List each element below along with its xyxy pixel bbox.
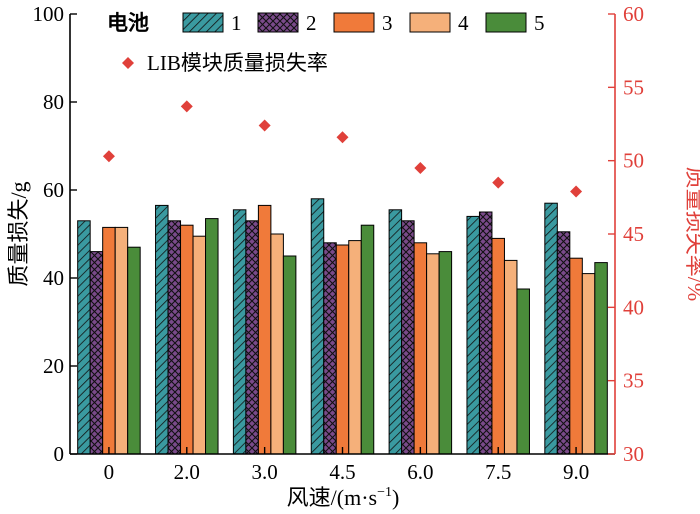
legend-label-2: 2 <box>306 11 317 35</box>
y2-tick-label-45: 45 <box>623 222 644 246</box>
bar-series-4-2.0 <box>192 235 207 455</box>
bar-series-3-3.0 <box>257 204 272 455</box>
bar-series-5-2.0 <box>205 218 219 455</box>
y2-axis-title: 质量损失率/% <box>683 167 700 301</box>
bar-series-4-7.5 <box>503 259 518 455</box>
legend: 电池 1 2 3 4 5 LIB模块质量损失率 <box>107 11 545 75</box>
bar-series-4-4.5 <box>348 240 362 455</box>
bar-series-3-7.5 <box>491 237 505 455</box>
marker-loss-rate-6.0 <box>414 162 427 174</box>
bar-series-1-9.0 <box>544 202 558 455</box>
legend-swatch-5 <box>485 12 527 33</box>
x-tick-label-2.0: 2.0 <box>174 460 200 484</box>
bar-series-4-0 <box>114 226 129 455</box>
y2-tick-label-40: 40 <box>623 295 644 319</box>
legend-label-1: 1 <box>231 11 242 35</box>
y-tick-label-20: 20 <box>43 354 64 378</box>
marker-loss-rate-9.0 <box>570 185 583 198</box>
legend-label-3: 3 <box>382 11 393 35</box>
bar-series-1-4.5 <box>310 198 325 455</box>
bar-series-2-7.5 <box>478 211 493 455</box>
x-axis-title-end: ) <box>392 485 399 510</box>
bar-series-1-6.0 <box>388 209 403 455</box>
bar-series-5-0 <box>127 246 141 455</box>
bar-series-2-0 <box>89 251 104 455</box>
bar-series-4-9.0 <box>581 273 596 455</box>
bar-series-1-2.0 <box>155 204 169 455</box>
bar-series-3-2.0 <box>180 224 194 455</box>
x-axis-title-sup: −1 <box>377 485 392 500</box>
y-tick-label-40: 40 <box>43 266 64 290</box>
x-ticks: 0 2.0 3.0 4.5 6.0 7.5 9.0 <box>104 447 589 484</box>
y2-tick-label-50: 50 <box>623 149 644 173</box>
bar-series-4-6.0 <box>426 253 440 455</box>
marker-loss-rate-2.0 <box>180 100 193 113</box>
x-tick-label-3.0: 3.0 <box>252 460 278 484</box>
bar-series-5-3.0 <box>282 255 297 455</box>
y2-tick-label-60: 60 <box>623 2 644 26</box>
markers-layer <box>102 100 583 198</box>
x-tick-label-4.5: 4.5 <box>329 460 355 484</box>
bar-series-3-9.0 <box>569 257 583 455</box>
bar-series-2-6.0 <box>401 220 415 455</box>
y2-tick-label-55: 55 <box>623 75 644 99</box>
legend-label-4: 4 <box>458 11 469 35</box>
legend-swatch-2 <box>257 12 299 33</box>
y-tick-label-100: 100 <box>33 2 65 26</box>
legend-label-5: 5 <box>534 11 545 35</box>
legend-diamond-marker <box>122 57 134 69</box>
x-axis-title-main: 风速/(m·s <box>287 485 377 510</box>
bar-series-5-7.5 <box>516 288 530 455</box>
bar-series-1-0 <box>77 220 91 455</box>
legend-swatch-4 <box>409 12 451 33</box>
bar-series-5-4.5 <box>360 224 375 455</box>
x-axis-title: 风速/(m·s−1) <box>287 485 400 510</box>
bar-series-2-9.0 <box>556 231 571 455</box>
x-tick-label-7.5: 7.5 <box>485 460 511 484</box>
bars-layer <box>77 198 608 455</box>
bar-series-3-0 <box>102 226 116 455</box>
bar-series-2-3.0 <box>245 220 259 455</box>
bar-series-4-3.0 <box>270 233 284 455</box>
right-ticks: 30 35 40 45 50 55 60 <box>608 2 644 466</box>
y2-tick-label-30: 30 <box>623 442 644 466</box>
bar-series-3-4.5 <box>335 244 350 455</box>
y-tick-label-60: 60 <box>43 178 64 202</box>
legend-title: 电池 <box>107 11 149 35</box>
bar-series-3-6.0 <box>413 242 428 455</box>
x-tick-label-0: 0 <box>104 460 115 484</box>
legend-swatch-3 <box>333 12 375 33</box>
bar-series-2-2.0 <box>167 220 182 455</box>
y-tick-label-80: 80 <box>43 90 64 114</box>
y2-tick-label-35: 35 <box>623 369 644 393</box>
marker-loss-rate-3.0 <box>258 119 271 132</box>
x-tick-label-9.0: 9.0 <box>563 460 589 484</box>
bar-series-2-4.5 <box>323 242 337 455</box>
y-tick-label-0: 0 <box>54 442 65 466</box>
legend-secondary-label: LIB模块质量损失率 <box>147 51 328 75</box>
legend-swatch-1 <box>182 12 224 33</box>
marker-loss-rate-7.5 <box>492 176 505 189</box>
bar-series-5-9.0 <box>594 262 608 455</box>
bar-series-1-7.5 <box>466 215 480 455</box>
bar-series-5-6.0 <box>438 251 453 455</box>
left-ticks: 0 20 40 60 80 100 <box>33 2 77 466</box>
marker-loss-rate-4.5 <box>336 131 349 144</box>
marker-loss-rate-0 <box>102 150 115 163</box>
y-axis-title: 质量损失/g <box>6 181 31 286</box>
x-tick-label-6.0: 6.0 <box>407 460 433 484</box>
bar-series-1-3.0 <box>232 209 247 455</box>
legend-items: 1 2 3 4 5 <box>182 11 545 35</box>
